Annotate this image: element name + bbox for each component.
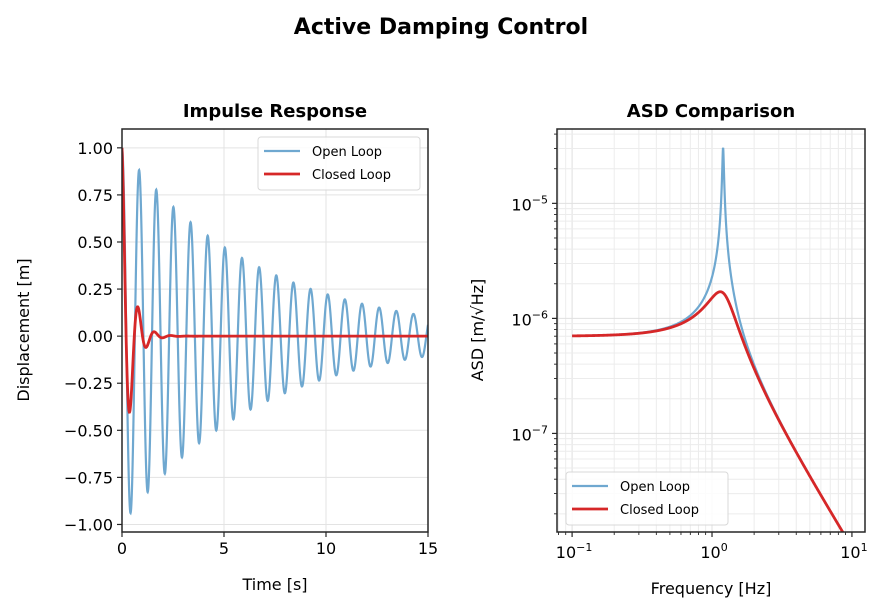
asd-legend: Open Loop Closed Loop — [565, 471, 729, 526]
impulse-y-tick-label: −1.00 — [64, 515, 113, 534]
impulse-y-tick-label: 0.00 — [77, 327, 113, 346]
legend-open-loop-label: Open Loop — [312, 145, 382, 160]
legend-closed-loop-label: Closed Loop — [620, 503, 699, 518]
impulse-x-tick-label: 10 — [316, 539, 336, 558]
asd-x-tick-label: 10−1 — [556, 541, 593, 562]
legend-open-loop-label: Open Loop — [620, 480, 690, 495]
open-loop-impulse-line — [122, 147, 428, 516]
asd-comparison-title: ASD Comparison — [627, 101, 795, 122]
impulse-x-tick-label: 15 — [418, 539, 438, 558]
impulse-y-tick-label: 0.50 — [77, 233, 113, 252]
impulse-response-axes: Impulse Response 0 5 10 151.000.750.500.250… — [14, 101, 438, 594]
asd-x-tick-label: 100 — [700, 541, 727, 562]
impulse-y-tick-label: −0.25 — [64, 374, 113, 393]
impulse-x-tick-label: 5 — [219, 539, 229, 558]
asd-x-tick-label: 101 — [840, 541, 867, 562]
impulse-xlabel: Time [s] — [241, 575, 307, 594]
impulse-y-tick-label: −0.50 — [64, 421, 113, 440]
impulse-y-tick-label: −0.75 — [64, 468, 113, 487]
asd-ticks: 10−1 100 101 10−5 10−6 10−7 — [511, 133, 868, 562]
impulse-series-group — [122, 147, 428, 516]
impulse-ylabel: Displacement [m] — [14, 258, 33, 401]
asd-axes-frame — [556, 128, 866, 533]
closed-loop-impulse-line — [122, 147, 428, 414]
asd-series-group — [572, 147, 845, 532]
asd-y-tick-label: 10−7 — [511, 423, 548, 444]
impulse-response-title: Impulse Response — [183, 101, 367, 122]
figure-suptitle: Active Damping Control — [294, 15, 588, 40]
asd-ylabel: ASD [m/√Hz] — [468, 279, 487, 382]
asd-xlabel: Frequency [Hz] — [651, 579, 772, 598]
asd-comparison-axes: ASD Comparison 10−1 100 101 10−5 10−6 10−7 Fr… — [468, 101, 868, 598]
asd-y-tick-label: 10−5 — [511, 193, 548, 214]
impulse-axes-frame — [121, 128, 429, 533]
impulse-y-tick-label: 0.25 — [77, 280, 113, 299]
impulse-y-tick-label: 1.00 — [77, 139, 113, 158]
impulse-x-tick-label: 0 — [117, 539, 127, 558]
closed-loop-asd-line — [572, 290, 845, 532]
legend-closed-loop-label: Closed Loop — [312, 168, 391, 183]
impulse-y-tick-label: 0.75 — [77, 186, 113, 205]
impulse-legend: Open Loop Closed Loop — [257, 136, 421, 191]
asd-grid — [557, 129, 865, 532]
asd-y-tick-label: 10−6 — [511, 308, 548, 329]
impulse-ticks: 0 5 10 15 1.00 0.75 0.50 0.25 0.00 −0.25 −0.50 −0.7… — [64, 139, 438, 558]
